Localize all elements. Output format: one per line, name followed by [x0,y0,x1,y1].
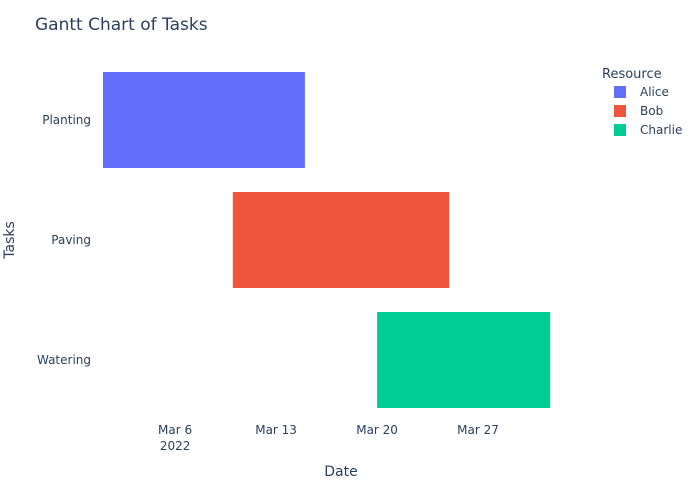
legend-label: Charlie [640,123,682,137]
y-tick-label: Planting [42,113,91,127]
x-tick-label: Mar 13 [255,423,297,437]
chart-title: Gantt Chart of Tasks [35,15,208,35]
legend-swatch [614,105,626,117]
x-tick-labels: Mar 6 2022 Mar 13 Mar 20 Mar 27 [158,423,499,453]
legend-title: Resource [602,67,662,82]
legend-item[interactable]: Alice [614,85,669,99]
legend-item[interactable]: Bob [614,104,663,118]
x-tick-sublabel: 2022 [160,439,191,453]
bars-layer [103,72,551,408]
y-tick-labels: Planting Paving Watering [37,113,91,367]
y-axis-title: Tasks [2,221,18,260]
legend-label: Bob [640,104,663,118]
bar-planting [103,72,305,168]
bar-watering [377,312,551,408]
legend-items: Alice Bob Charlie [614,85,682,137]
legend: Resource Alice Bob Charlie [602,67,682,137]
x-tick-label: Mar 20 [356,423,398,437]
legend-item[interactable]: Charlie [614,123,682,137]
legend-swatch [614,86,626,98]
y-tick-label: Paving [51,233,91,247]
x-tick-label: Mar 27 [457,423,499,437]
bar-paving [232,192,450,288]
x-axis-title: Date [324,464,357,480]
legend-swatch [614,124,626,136]
x-tick-label: Mar 6 [158,423,192,437]
legend-label: Alice [640,85,669,99]
y-tick-label: Watering [37,353,91,367]
